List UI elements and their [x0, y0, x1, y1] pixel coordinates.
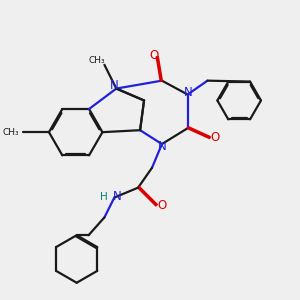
- Text: CH₃: CH₃: [88, 56, 105, 65]
- Text: O: O: [211, 130, 220, 144]
- Text: O: O: [157, 199, 167, 212]
- Text: CH₃: CH₃: [3, 128, 20, 137]
- Text: N: N: [113, 190, 122, 203]
- Text: N: N: [158, 140, 166, 152]
- Text: N: N: [184, 86, 193, 99]
- Text: N: N: [110, 79, 119, 92]
- Text: O: O: [149, 50, 159, 62]
- Text: H: H: [100, 192, 107, 202]
